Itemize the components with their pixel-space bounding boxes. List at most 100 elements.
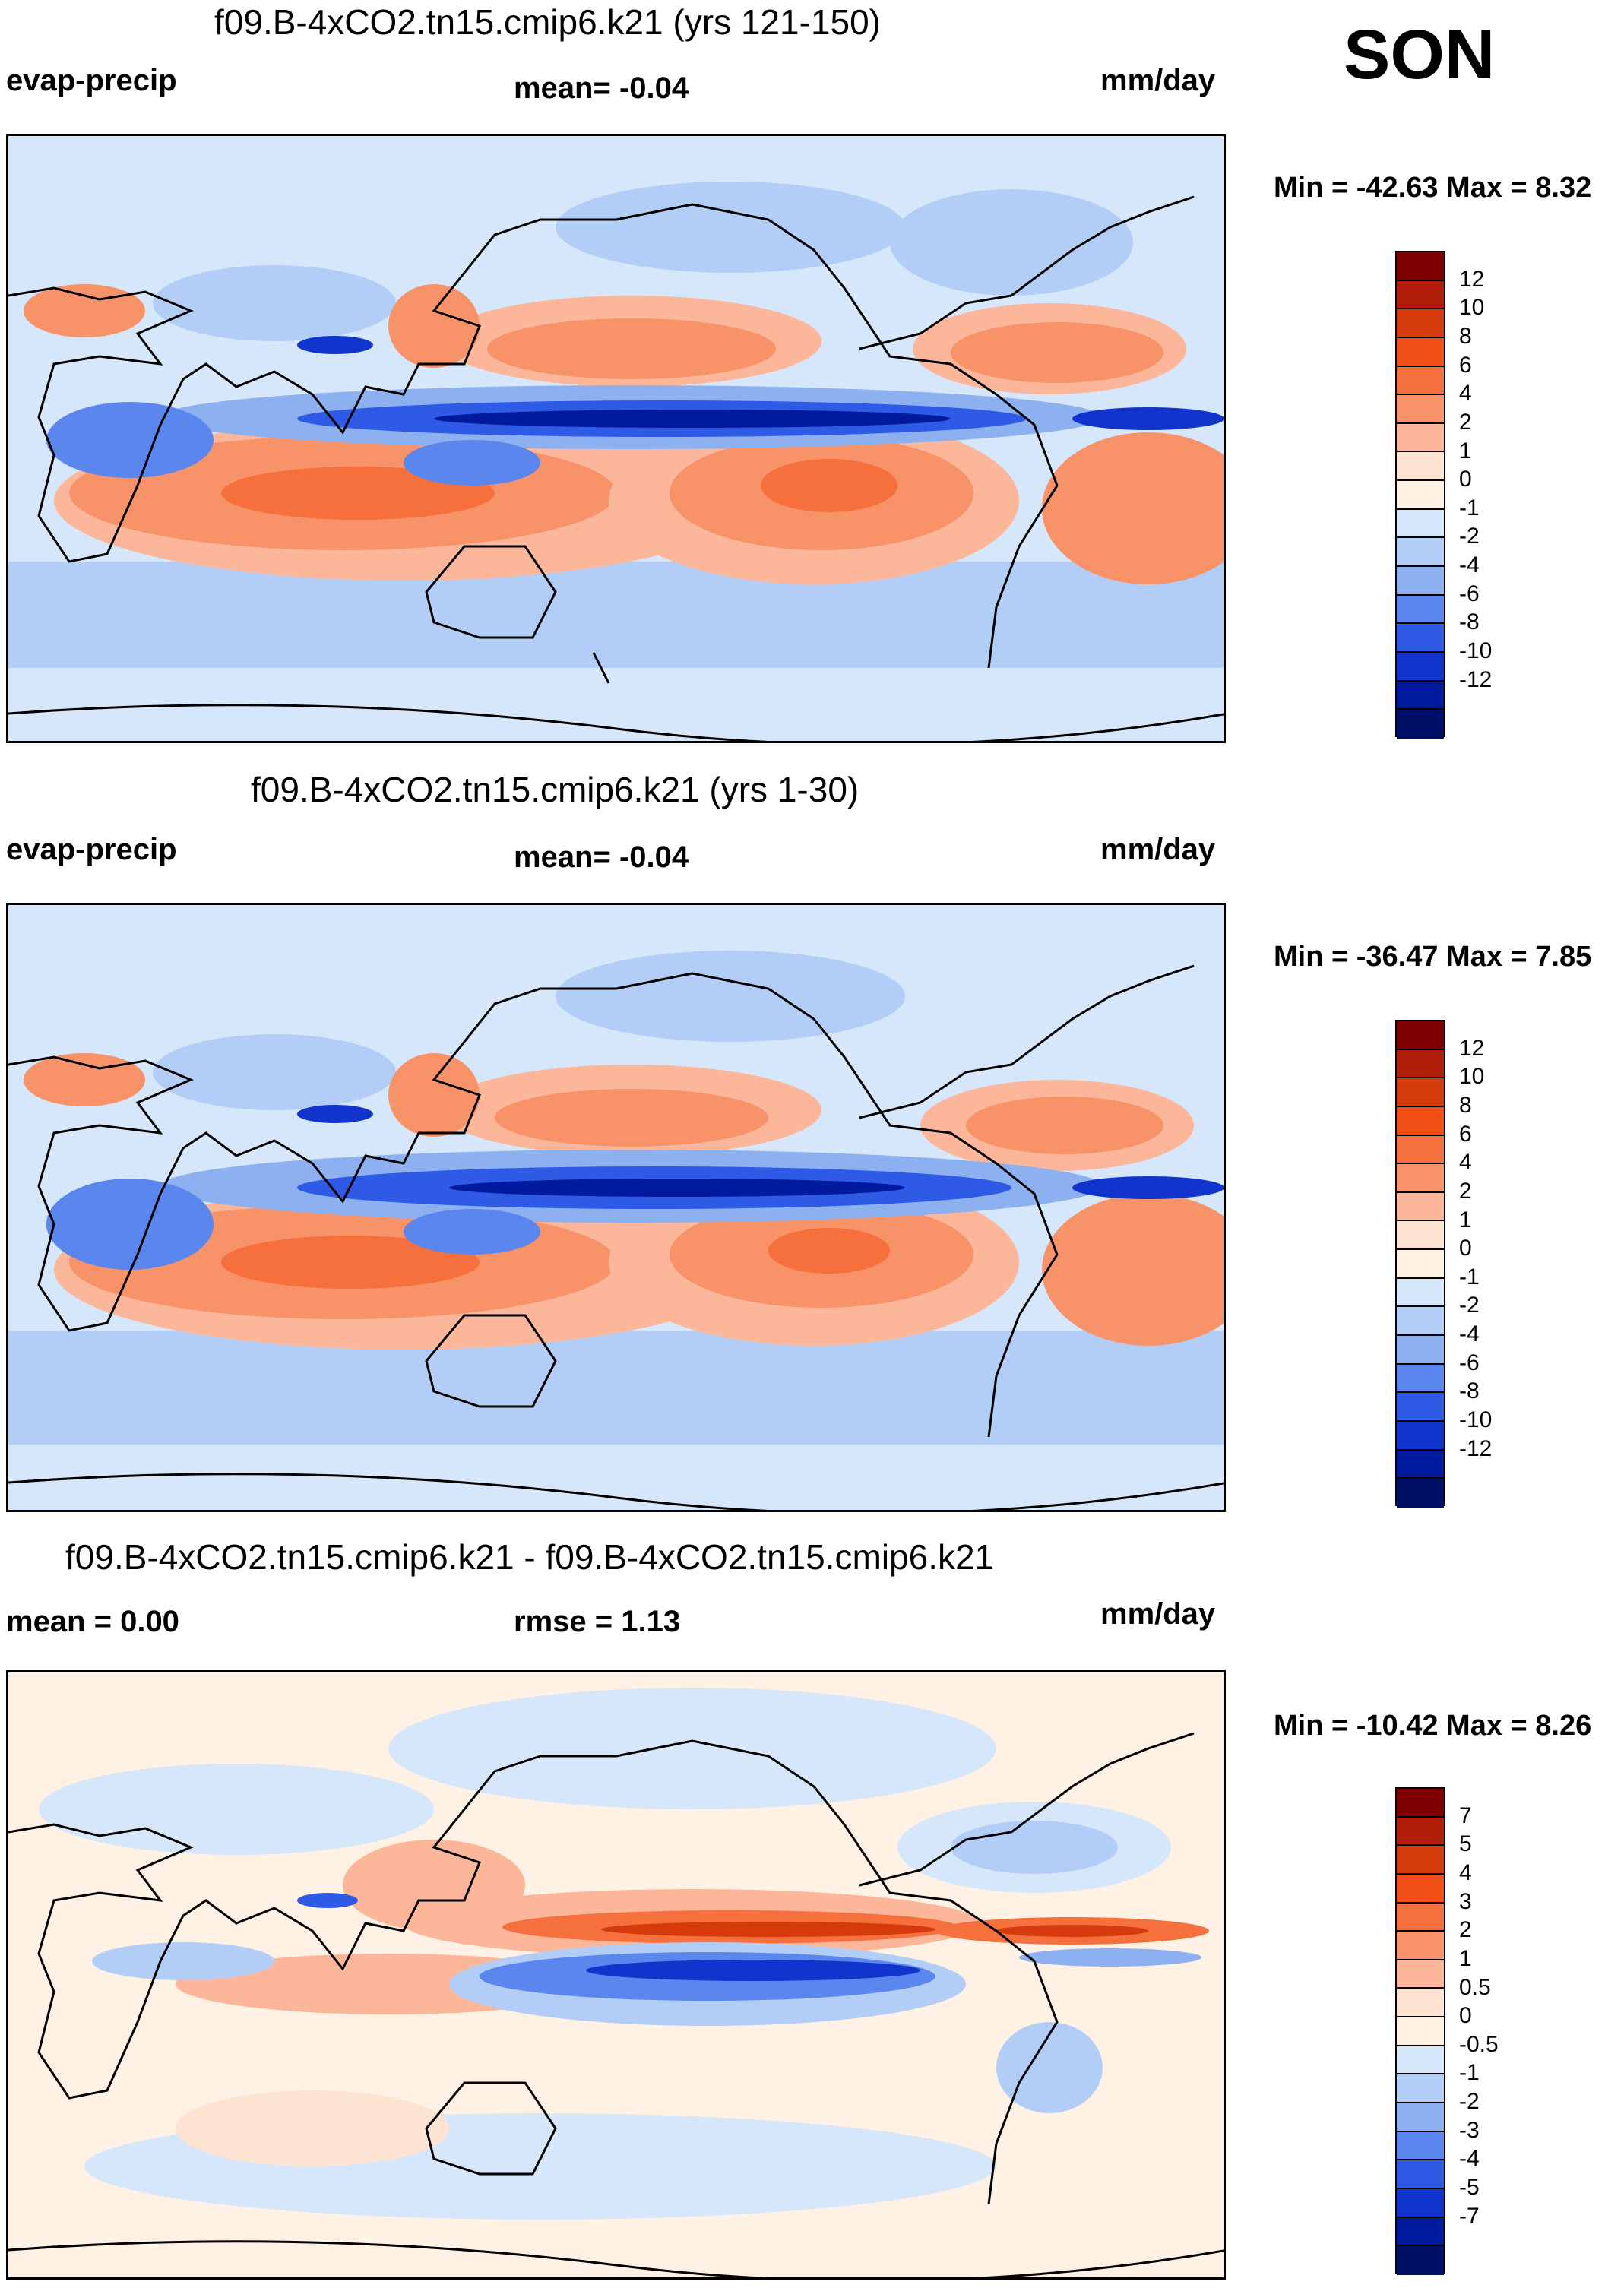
colorbar-swatch — [1397, 1021, 1444, 1050]
colorbar-tick-label: -10 — [1459, 638, 1493, 664]
panel2-units-label: mm/day — [1100, 833, 1216, 866]
colorbar-swatch — [1397, 1250, 1444, 1279]
colorbar-swatch — [1397, 1989, 1444, 2018]
colorbar-tick-label: 2 — [1459, 1917, 1472, 1943]
colorbar-swatch — [1397, 652, 1444, 682]
colorbar-swatch — [1397, 2160, 1444, 2189]
colorbar-tick-label: 0 — [1459, 2003, 1472, 2029]
colorbar-swatch — [1397, 1817, 1444, 1847]
colorbar-swatch — [1397, 681, 1444, 710]
colorbar-tick-label: -1 — [1459, 2060, 1480, 2086]
colorbar-swatch — [1397, 1479, 1444, 1508]
colorbar-swatch — [1397, 423, 1444, 453]
colorbar-tick-label: 4 — [1459, 1150, 1472, 1176]
colorbar-swatch — [1397, 2103, 1444, 2132]
colorbar-tick-label: -1 — [1459, 1264, 1480, 1290]
colorbar-tick-label: 6 — [1459, 352, 1472, 378]
colorbar-swatch — [1397, 509, 1444, 539]
colorbar-tick-label: -4 — [1459, 1321, 1480, 1347]
panel2-title: f09.B-4xCO2.tn15.cmip6.k21 (yrs 1-30) — [251, 770, 859, 809]
colorbar-swatch — [1397, 595, 1444, 625]
colorbar-tick-label: -2 — [1459, 2089, 1480, 2115]
colorbar-tick-label: 5 — [1459, 1831, 1472, 1857]
colorbar-swatch — [1397, 1874, 1444, 1904]
colorbar-swatch — [1397, 2131, 1444, 2161]
colorbar-tick-label: -3 — [1459, 2117, 1480, 2143]
panel1-variable-label: evap-precip — [6, 64, 177, 97]
colorbar-tick-label: 10 — [1459, 1064, 1485, 1090]
colorbar-tick-label: 7 — [1459, 1802, 1472, 1828]
colorbar-swatch — [1397, 1364, 1444, 1394]
colorbar-tick-label: -1 — [1459, 495, 1480, 521]
colorbar-tick-label: 1 — [1459, 1945, 1472, 1971]
colorbar-tick-label: 1 — [1459, 438, 1472, 464]
panel2-colorbar — [1395, 1020, 1445, 1508]
colorbar-tick-label: -6 — [1459, 581, 1480, 606]
panel1-minmax: Min = -42.63 Max = 8.32 — [1274, 172, 1592, 204]
colorbar-tick-label: -8 — [1459, 1378, 1480, 1404]
colorbar-swatch — [1397, 337, 1444, 367]
colorbar-tick-label: -4 — [1459, 2146, 1480, 2172]
colorbar-swatch — [1397, 252, 1444, 281]
colorbar-tick-label: 0 — [1459, 1236, 1472, 1261]
panel3-title: f09.B-4xCO2.tn15.cmip6.k21 - f09.B-4xCO2… — [65, 1537, 995, 1577]
colorbar-tick-label: -4 — [1459, 552, 1480, 578]
panel1-map — [6, 134, 1226, 743]
colorbar-tick-label: 6 — [1459, 1121, 1472, 1147]
colorbar-tick-label: -5 — [1459, 2175, 1480, 2201]
colorbar-swatch — [1397, 710, 1444, 739]
panel3-map — [6, 1670, 1226, 2280]
colorbar-swatch — [1397, 452, 1444, 482]
colorbar-swatch — [1397, 1789, 1444, 1818]
colorbar-tick-label: 3 — [1459, 1888, 1472, 1914]
colorbar-swatch — [1397, 2017, 1444, 2046]
panel3-colorbar — [1395, 1787, 1445, 2275]
colorbar-tick-label: -6 — [1459, 1350, 1480, 1375]
colorbar-swatch — [1397, 1049, 1444, 1079]
colorbar-tick-label: 4 — [1459, 381, 1472, 407]
colorbar-swatch — [1397, 395, 1444, 424]
panel2-field — [8, 905, 1224, 1510]
colorbar-tick-label: -0.5 — [1459, 2031, 1499, 2057]
colorbar-tick-label: 1 — [1459, 1207, 1472, 1233]
colorbar-tick-label: 12 — [1459, 1035, 1485, 1061]
colorbar-swatch — [1397, 481, 1444, 510]
colorbar-swatch — [1397, 1393, 1444, 1422]
colorbar-tick-label: -12 — [1459, 666, 1493, 692]
panel3-minmax: Min = -10.42 Max = 8.26 — [1274, 1710, 1592, 1742]
season-label: SON — [1344, 16, 1496, 93]
panel1-mean-label: mean= -0.04 — [514, 71, 689, 105]
colorbar-swatch — [1397, 1164, 1444, 1193]
colorbar-swatch — [1397, 1192, 1444, 1222]
colorbar-swatch — [1397, 1336, 1444, 1365]
colorbar-swatch — [1397, 1421, 1444, 1451]
colorbar-tick-label: 8 — [1459, 323, 1472, 349]
colorbar-swatch — [1397, 1278, 1444, 1308]
colorbar-swatch — [1397, 366, 1444, 396]
colorbar-swatch — [1397, 1221, 1444, 1251]
colorbar-swatch — [1397, 1932, 1444, 1960]
colorbar-tick-label: 0.5 — [1459, 1974, 1491, 2000]
colorbar-tick-label: 8 — [1459, 1092, 1472, 1118]
colorbar-tick-label: 12 — [1459, 266, 1485, 292]
panel3-field — [8, 1672, 1224, 2277]
colorbar-swatch — [1397, 1960, 1444, 1989]
colorbar-tick-label: -12 — [1459, 1435, 1493, 1461]
colorbar-tick-label: 2 — [1459, 1178, 1472, 1204]
panel2-variable-label: evap-precip — [6, 833, 177, 866]
colorbar-swatch — [1397, 2246, 1444, 2275]
colorbar-tick-label: 2 — [1459, 409, 1472, 435]
panel2-map — [6, 903, 1226, 1512]
colorbar-swatch — [1397, 1307, 1444, 1337]
colorbar-swatch — [1397, 1106, 1444, 1136]
colorbar-tick-label: 0 — [1459, 467, 1472, 492]
colorbar-tick-label: -8 — [1459, 609, 1480, 635]
colorbar-tick-label: -2 — [1459, 1293, 1480, 1318]
colorbar-swatch — [1397, 309, 1444, 338]
colorbar-swatch — [1397, 2046, 1444, 2075]
panel1-colorbar — [1395, 251, 1445, 739]
colorbar-swatch — [1397, 1903, 1444, 1932]
colorbar-tick-label: -2 — [1459, 524, 1480, 549]
panel3-units-label: mm/day — [1100, 1597, 1216, 1631]
colorbar-tick-label: 4 — [1459, 1859, 1472, 1885]
